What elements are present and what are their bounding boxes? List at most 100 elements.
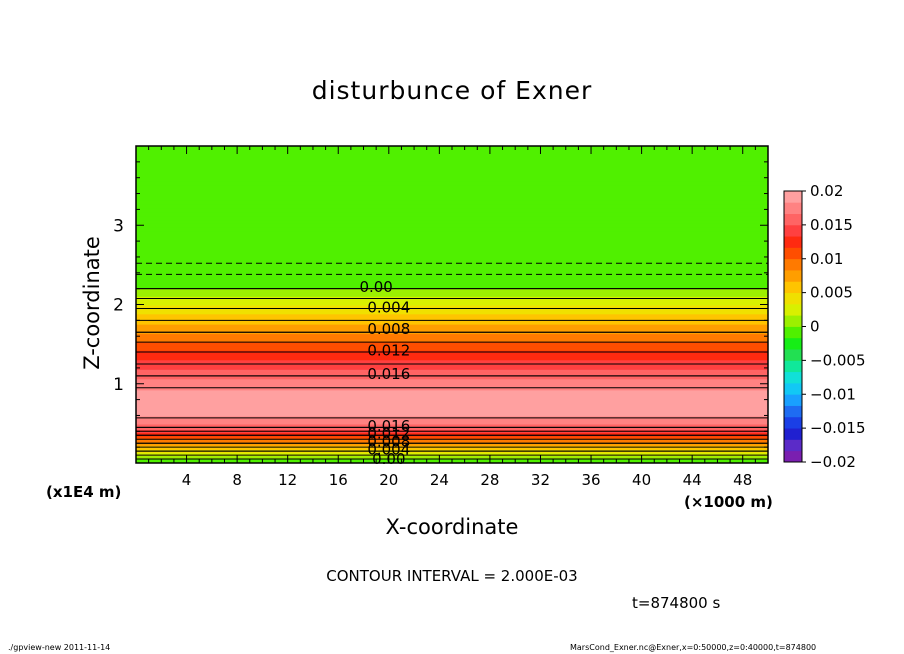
colorbar-tick-label: −0.01 <box>810 385 856 403</box>
color-band <box>136 349 768 351</box>
color-band <box>136 334 768 336</box>
color-band <box>136 228 768 230</box>
color-band <box>136 268 768 270</box>
color-band <box>136 166 768 168</box>
color-band <box>136 393 768 396</box>
color-band <box>136 196 768 198</box>
color-band <box>136 246 768 248</box>
color-band <box>136 380 768 382</box>
color-band <box>136 194 768 197</box>
color-band <box>136 440 768 442</box>
color-band <box>136 452 768 454</box>
color-band <box>136 195 768 198</box>
color-band <box>136 167 768 169</box>
color-band <box>136 253 768 255</box>
colorbar-segment <box>784 337 802 350</box>
x-axis-unit: (×1000 m) <box>684 493 773 511</box>
color-band <box>136 392 768 394</box>
color-band <box>136 330 768 332</box>
color-band <box>136 177 768 179</box>
color-band <box>136 381 768 383</box>
color-band <box>136 185 768 187</box>
color-band <box>136 267 768 270</box>
color-band <box>136 316 768 318</box>
y-tick-label: 1 <box>113 375 124 395</box>
color-band <box>136 291 768 293</box>
color-band <box>136 402 768 404</box>
color-band <box>136 421 768 423</box>
color-band <box>136 206 768 209</box>
color-band <box>136 297 768 299</box>
color-band <box>136 447 768 450</box>
colorbar-tick-label: 0.01 <box>810 250 843 268</box>
color-band <box>136 254 768 256</box>
color-band <box>136 364 768 366</box>
y-axis: 1 2 3 <box>113 161 768 448</box>
color-band <box>136 391 768 393</box>
color-band <box>136 397 768 400</box>
time-stamp: t=874800 s <box>632 594 721 612</box>
color-band <box>136 178 768 181</box>
color-band <box>136 172 768 175</box>
color-band <box>136 264 768 266</box>
color-band <box>136 199 768 201</box>
color-band <box>136 324 768 326</box>
color-band <box>136 245 768 247</box>
color-band <box>136 445 768 447</box>
color-band <box>136 217 768 220</box>
colorbar-segment <box>784 270 802 282</box>
color-band <box>136 249 768 251</box>
color-band <box>136 411 768 414</box>
color-band <box>136 314 768 316</box>
color-band <box>136 405 768 408</box>
color-band <box>136 354 768 356</box>
color-band <box>136 289 768 291</box>
color-band <box>136 221 768 224</box>
color-band <box>136 214 768 217</box>
color-band <box>136 179 768 182</box>
colorbar-segment <box>784 202 802 214</box>
color-band <box>136 156 768 158</box>
color-band <box>136 167 768 170</box>
color-band <box>136 180 768 182</box>
color-band <box>136 322 768 324</box>
color-band <box>136 204 768 206</box>
color-band <box>136 408 768 410</box>
colorbar-segment <box>784 292 802 305</box>
color-band <box>136 210 768 213</box>
color-band <box>136 404 768 407</box>
footer-left: ./gpview-new 2011-11-14 <box>8 643 111 652</box>
color-band <box>136 378 768 381</box>
color-band <box>136 151 768 153</box>
color-band <box>136 368 768 370</box>
color-band <box>136 299 768 301</box>
contour-lines <box>136 262 768 460</box>
color-band <box>136 197 768 199</box>
color-band <box>136 385 768 387</box>
color-band <box>136 396 768 399</box>
color-band <box>136 218 768 221</box>
color-band <box>136 410 768 412</box>
y-axis-label: Z-coordinate <box>80 236 104 370</box>
contour-label: 0.016 <box>367 365 410 383</box>
color-band <box>136 187 768 190</box>
color-band <box>136 345 768 347</box>
color-band <box>136 372 768 374</box>
colorbar: 0.02 0.015 0.01 0.005 0 −0.005 −0.01 −0.015 −0.0… <box>783 182 866 471</box>
colorbar-segment <box>784 247 802 260</box>
color-band <box>136 304 768 307</box>
color-band <box>136 292 768 294</box>
color-band <box>136 308 768 311</box>
color-band <box>136 201 768 203</box>
color-band <box>136 444 768 446</box>
color-band <box>136 161 768 163</box>
color-band <box>136 181 768 183</box>
color-band <box>136 448 768 450</box>
color-band <box>136 395 768 397</box>
color-band <box>136 388 768 390</box>
color-band <box>136 365 768 367</box>
color-band <box>136 219 768 221</box>
color-band <box>136 335 768 337</box>
color-band <box>136 377 768 379</box>
color-band <box>136 182 768 184</box>
